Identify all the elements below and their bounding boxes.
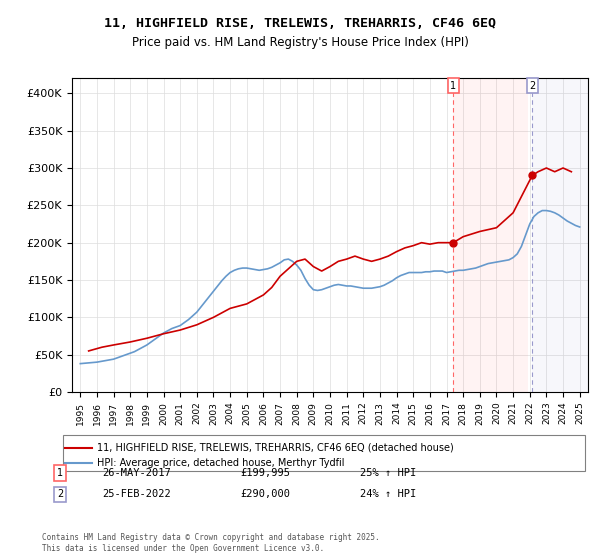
Text: £290,000: £290,000 bbox=[240, 489, 290, 500]
Text: 2: 2 bbox=[57, 489, 63, 500]
Text: 25-FEB-2022: 25-FEB-2022 bbox=[102, 489, 171, 500]
Text: 24% ↑ HPI: 24% ↑ HPI bbox=[360, 489, 416, 500]
Text: 11, HIGHFIELD RISE, TRELEWIS, TREHARRIS, CF46 6EQ: 11, HIGHFIELD RISE, TRELEWIS, TREHARRIS,… bbox=[104, 17, 496, 30]
Bar bbox=[453, 78, 528, 392]
Text: 1: 1 bbox=[57, 468, 63, 478]
Text: HPI: Average price, detached house, Merthyr Tydfil: HPI: Average price, detached house, Mert… bbox=[97, 459, 344, 468]
Text: 25% ↑ HPI: 25% ↑ HPI bbox=[360, 468, 416, 478]
Text: 1: 1 bbox=[450, 81, 456, 91]
Text: 2: 2 bbox=[529, 81, 535, 91]
Text: Contains HM Land Registry data © Crown copyright and database right 2025.
This d: Contains HM Land Registry data © Crown c… bbox=[42, 533, 380, 553]
FancyBboxPatch shape bbox=[62, 435, 586, 472]
Text: Price paid vs. HM Land Registry's House Price Index (HPI): Price paid vs. HM Land Registry's House … bbox=[131, 36, 469, 49]
Text: 26-MAY-2017: 26-MAY-2017 bbox=[102, 468, 171, 478]
Text: 11, HIGHFIELD RISE, TRELEWIS, TREHARRIS, CF46 6EQ (detached house): 11, HIGHFIELD RISE, TRELEWIS, TREHARRIS,… bbox=[97, 443, 454, 452]
Bar bbox=[532, 78, 590, 392]
Text: £199,995: £199,995 bbox=[240, 468, 290, 478]
